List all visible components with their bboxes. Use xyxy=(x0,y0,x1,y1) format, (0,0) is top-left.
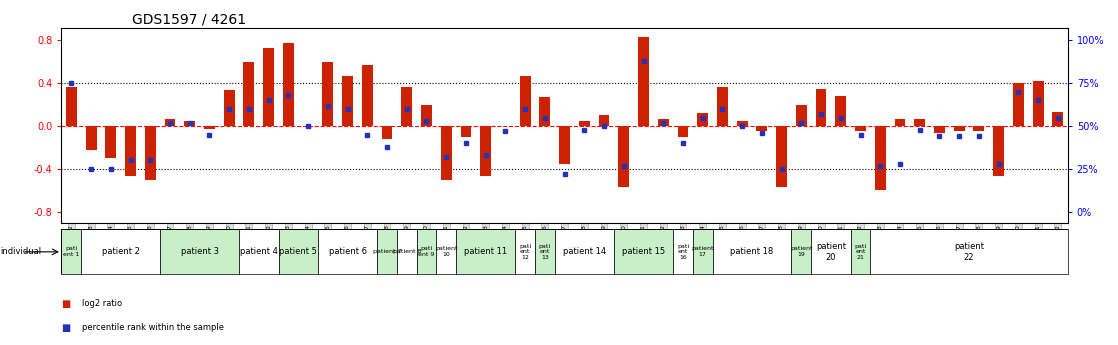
Text: log2 ratio: log2 ratio xyxy=(82,299,122,308)
Bar xyxy=(974,126,984,131)
Bar xyxy=(657,119,669,126)
Text: ■: ■ xyxy=(61,323,70,333)
Bar xyxy=(638,37,648,126)
Text: patient
10: patient 10 xyxy=(435,246,457,257)
FancyBboxPatch shape xyxy=(712,229,792,274)
Bar xyxy=(776,126,787,187)
FancyBboxPatch shape xyxy=(536,229,555,274)
Text: patient 11: patient 11 xyxy=(464,247,508,256)
Bar xyxy=(322,62,333,126)
Text: GDS1597 / 4261: GDS1597 / 4261 xyxy=(132,12,246,27)
Bar xyxy=(757,126,767,131)
FancyBboxPatch shape xyxy=(673,229,693,274)
FancyBboxPatch shape xyxy=(278,229,318,274)
Text: patient
22: patient 22 xyxy=(954,242,984,262)
Bar xyxy=(461,126,472,137)
FancyBboxPatch shape xyxy=(239,229,278,274)
Bar xyxy=(105,126,116,158)
Bar xyxy=(737,121,748,126)
Bar xyxy=(1052,112,1063,126)
Bar xyxy=(86,126,96,150)
FancyBboxPatch shape xyxy=(160,229,239,274)
Bar xyxy=(244,62,255,126)
FancyBboxPatch shape xyxy=(82,229,160,274)
FancyBboxPatch shape xyxy=(871,229,1068,274)
Bar xyxy=(618,126,629,187)
Text: patient 15: patient 15 xyxy=(622,247,665,256)
Bar xyxy=(540,97,550,126)
Bar xyxy=(184,121,196,126)
Bar xyxy=(342,76,353,126)
Text: ■: ■ xyxy=(61,299,70,308)
Bar xyxy=(440,126,452,180)
Text: pati
ent
12: pati ent 12 xyxy=(519,244,531,260)
Text: pati
ent
16: pati ent 16 xyxy=(676,244,689,260)
Text: pati
ent
21: pati ent 21 xyxy=(854,244,866,260)
Bar xyxy=(381,126,392,139)
Text: pati
ent 9: pati ent 9 xyxy=(418,246,435,257)
Text: pati
ent 1: pati ent 1 xyxy=(64,246,79,257)
Bar xyxy=(717,87,728,126)
Bar xyxy=(954,126,965,131)
Text: patient 3: patient 3 xyxy=(181,247,219,256)
Text: patient
20: patient 20 xyxy=(816,242,846,262)
Bar xyxy=(421,105,432,126)
Bar xyxy=(66,87,77,126)
Bar xyxy=(678,126,689,137)
FancyBboxPatch shape xyxy=(614,229,673,274)
Bar xyxy=(125,126,136,177)
Bar xyxy=(894,119,906,126)
Bar xyxy=(362,65,372,126)
Text: patient
19: patient 19 xyxy=(790,246,813,257)
Bar xyxy=(520,76,531,126)
Text: percentile rank within the sample: percentile rank within the sample xyxy=(82,323,224,332)
FancyBboxPatch shape xyxy=(61,229,82,274)
Bar xyxy=(698,113,708,126)
Bar xyxy=(559,126,570,164)
FancyBboxPatch shape xyxy=(456,229,515,274)
FancyBboxPatch shape xyxy=(792,229,812,274)
Text: patient 7: patient 7 xyxy=(372,249,401,254)
Text: individual: individual xyxy=(0,247,41,256)
Bar xyxy=(1033,81,1043,126)
Text: patient 18: patient 18 xyxy=(730,247,774,256)
Text: patient
17: patient 17 xyxy=(691,246,714,257)
Text: pati
ent
13: pati ent 13 xyxy=(539,244,551,260)
Text: patient 6: patient 6 xyxy=(329,247,367,256)
Text: patient 14: patient 14 xyxy=(562,247,606,256)
FancyBboxPatch shape xyxy=(515,229,536,274)
Bar xyxy=(145,126,155,180)
FancyBboxPatch shape xyxy=(851,229,871,274)
FancyBboxPatch shape xyxy=(397,229,417,274)
FancyBboxPatch shape xyxy=(693,229,712,274)
Text: patient 8: patient 8 xyxy=(392,249,421,254)
Bar xyxy=(283,42,294,126)
FancyBboxPatch shape xyxy=(318,229,377,274)
Bar xyxy=(1013,83,1024,126)
Bar xyxy=(915,119,926,126)
Bar xyxy=(598,116,609,126)
Text: patient 4: patient 4 xyxy=(240,247,277,256)
Bar xyxy=(205,126,215,129)
Bar xyxy=(835,96,846,126)
Bar xyxy=(875,126,885,190)
FancyBboxPatch shape xyxy=(377,229,397,274)
Bar xyxy=(993,126,1004,177)
Bar xyxy=(934,126,945,132)
Bar xyxy=(263,48,274,126)
Bar xyxy=(855,126,866,131)
Bar xyxy=(401,87,413,126)
Bar xyxy=(816,89,826,126)
Bar xyxy=(481,126,491,177)
Bar xyxy=(164,119,176,126)
FancyBboxPatch shape xyxy=(812,229,851,274)
FancyBboxPatch shape xyxy=(417,229,436,274)
Bar xyxy=(224,90,235,126)
Text: patient 2: patient 2 xyxy=(102,247,140,256)
Bar xyxy=(796,105,807,126)
FancyBboxPatch shape xyxy=(555,229,614,274)
Text: patient 5: patient 5 xyxy=(280,247,318,256)
Bar xyxy=(579,121,590,126)
FancyBboxPatch shape xyxy=(436,229,456,274)
